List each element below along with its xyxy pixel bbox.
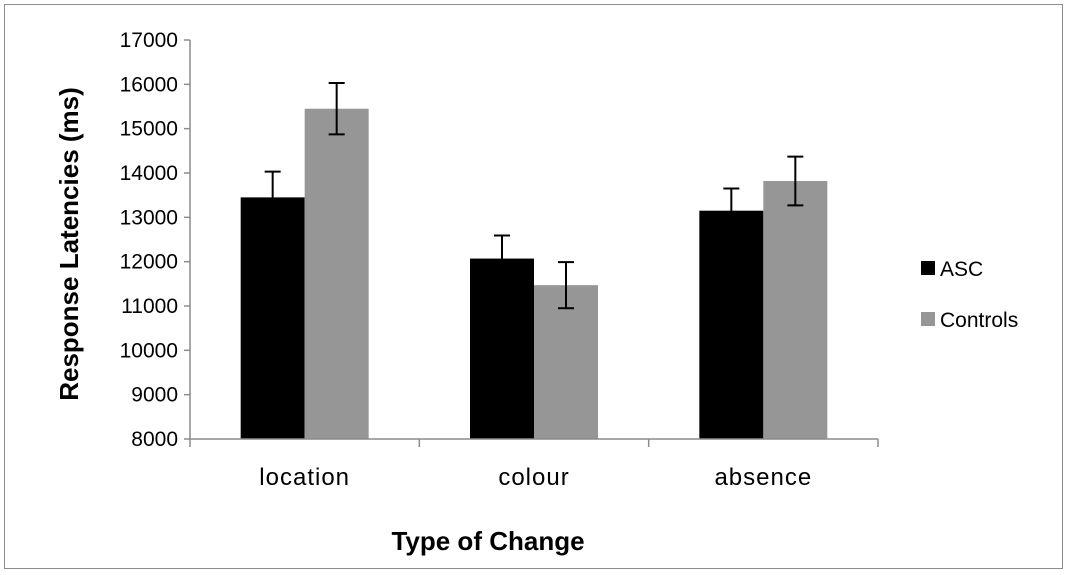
error-bar [494, 234, 510, 283]
bars-layer [240, 108, 828, 440]
error-bar [787, 155, 804, 207]
axes-layer [189, 40, 878, 440]
bar-asc-location [240, 197, 305, 439]
error-bar [723, 187, 740, 234]
legend-label-controls: Controls [940, 309, 1018, 332]
legend: ASC Controls [921, 258, 1018, 332]
error-bar [328, 82, 345, 136]
error-bar [264, 170, 281, 225]
y-tick-label: 13000 [120, 206, 178, 229]
y-tick-label: 15000 [120, 118, 178, 141]
y-tick-label: 9000 [131, 384, 178, 407]
y-tick-label: 12000 [120, 251, 178, 274]
y-ticks-layer: 8000 9000 10000 11000 12000 13000 14000 15000 16… [120, 29, 190, 451]
legend-swatch-asc [921, 261, 935, 275]
x-category-label: absence [714, 464, 812, 491]
y-tick-label: 8000 [131, 428, 178, 451]
y-axis-title: Response Latencies (ms) [54, 87, 84, 401]
x-ticks-layer: location colour absence [189, 439, 879, 491]
error-bar [558, 261, 574, 310]
legend-label-asc: ASC [940, 258, 983, 281]
bar-controls-colour [534, 285, 598, 439]
bar-asc-colour [470, 258, 534, 439]
error-bars-layer [264, 82, 804, 310]
bar-controls-location [304, 108, 369, 439]
x-category-label: location [259, 464, 350, 491]
bar-controls-absence [763, 180, 828, 440]
y-tick-label: 14000 [120, 162, 178, 185]
bar-asc-absence [699, 210, 764, 439]
y-tick-label: 17000 [120, 29, 178, 52]
y-tick-label: 16000 [120, 73, 178, 96]
x-axis-title: Type of Change [391, 526, 584, 556]
y-tick-label: 10000 [120, 339, 178, 362]
y-tick-label: 11000 [121, 295, 178, 318]
legend-swatch-controls [921, 312, 935, 326]
x-category-label: colour [498, 464, 569, 491]
